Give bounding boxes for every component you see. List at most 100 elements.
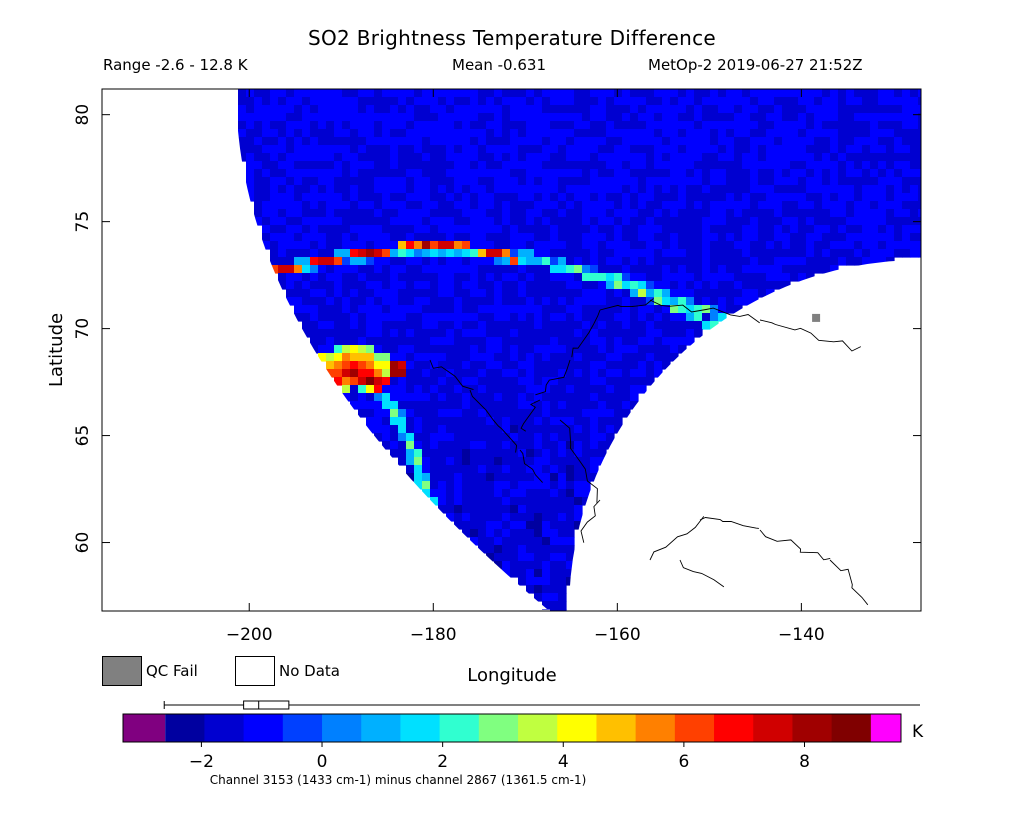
heatmap-cell bbox=[758, 289, 767, 298]
heatmap-cell bbox=[894, 241, 903, 250]
heatmap-cell bbox=[614, 361, 623, 370]
heatmap-cell bbox=[710, 273, 719, 282]
heatmap-cell bbox=[614, 313, 623, 322]
heatmap-cell bbox=[374, 177, 383, 186]
heatmap-cell bbox=[542, 361, 551, 370]
heatmap-cell bbox=[870, 89, 879, 98]
heatmap-cell bbox=[262, 233, 271, 242]
heatmap-cell bbox=[326, 329, 335, 338]
heatmap-cell bbox=[486, 105, 495, 114]
heatmap-cell bbox=[526, 297, 535, 306]
heatmap-cell bbox=[502, 553, 511, 562]
heatmap-cell bbox=[662, 281, 671, 290]
heatmap-cell bbox=[742, 209, 751, 218]
heatmap-cell bbox=[502, 417, 511, 426]
heatmap-cell bbox=[470, 313, 479, 322]
heatmap-cell bbox=[814, 225, 823, 234]
heatmap-cell bbox=[678, 337, 687, 346]
heatmap-cell bbox=[606, 225, 615, 234]
heatmap-cell bbox=[342, 297, 351, 306]
heatmap-cell bbox=[686, 241, 695, 250]
heatmap-cell bbox=[446, 393, 455, 402]
heatmap-cell bbox=[510, 257, 519, 266]
heatmap-cell bbox=[438, 345, 447, 354]
heatmap-cell bbox=[278, 193, 287, 202]
heatmap-cell bbox=[318, 185, 327, 194]
heatmap-cell bbox=[502, 169, 511, 178]
heatmap-cell bbox=[582, 457, 591, 466]
heatmap-cell bbox=[430, 217, 439, 226]
heatmap-cell bbox=[566, 497, 575, 506]
heatmap-cell bbox=[534, 169, 543, 178]
heatmap-cell bbox=[502, 321, 511, 330]
heatmap-cell bbox=[806, 257, 815, 266]
heatmap-cell bbox=[590, 257, 599, 266]
heatmap-cell bbox=[454, 489, 463, 498]
heatmap-cell bbox=[310, 345, 319, 354]
heatmap-cell bbox=[654, 281, 663, 290]
heatmap-cell bbox=[582, 273, 591, 282]
heatmap-cell bbox=[574, 337, 583, 346]
heatmap-cell bbox=[678, 321, 687, 330]
heatmap-cell bbox=[390, 417, 399, 426]
heatmap-cell bbox=[750, 121, 759, 130]
heatmap-cell bbox=[798, 273, 807, 282]
heatmap-cell bbox=[518, 409, 527, 418]
heatmap-cell bbox=[566, 513, 575, 522]
heatmap-cell bbox=[262, 153, 271, 162]
heatmap-cell bbox=[574, 513, 583, 522]
heatmap-cell bbox=[390, 289, 399, 298]
heatmap-cell bbox=[638, 105, 647, 114]
heatmap-cell bbox=[630, 297, 639, 306]
heatmap-cell bbox=[494, 89, 503, 98]
heatmap-cell bbox=[678, 209, 687, 218]
heatmap-cell bbox=[606, 169, 615, 178]
heatmap-cell bbox=[358, 409, 367, 418]
heatmap-cell bbox=[326, 225, 335, 234]
heatmap-cell bbox=[710, 313, 719, 322]
heatmap-cell bbox=[790, 193, 799, 202]
heatmap-cell bbox=[566, 161, 575, 170]
heatmap-cell bbox=[574, 425, 583, 434]
heatmap-cell bbox=[878, 121, 887, 130]
heatmap-cell bbox=[870, 249, 879, 258]
heatmap-cell bbox=[542, 185, 551, 194]
heatmap-cell bbox=[542, 585, 551, 594]
heatmap-cell bbox=[718, 89, 727, 98]
heatmap-cell bbox=[654, 129, 663, 138]
heatmap-cell bbox=[550, 449, 559, 458]
heatmap-cell bbox=[542, 265, 551, 274]
heatmap-cell bbox=[470, 489, 479, 498]
heatmap-cell bbox=[270, 185, 279, 194]
heatmap-cell bbox=[542, 273, 551, 282]
heatmap-cell bbox=[694, 185, 703, 194]
heatmap-cell bbox=[550, 305, 559, 314]
heatmap-cell bbox=[374, 401, 383, 410]
heatmap-cell bbox=[326, 281, 335, 290]
heatmap-cell bbox=[782, 129, 791, 138]
heatmap-cell bbox=[342, 129, 351, 138]
heatmap-cell bbox=[438, 481, 447, 490]
heatmap-cell bbox=[446, 249, 455, 258]
heatmap-cell bbox=[302, 265, 311, 274]
heatmap-cell bbox=[702, 321, 711, 330]
heatmap-cell bbox=[470, 393, 479, 402]
heatmap-cell bbox=[470, 457, 479, 466]
heatmap-cell bbox=[750, 105, 759, 114]
heatmap-cell bbox=[718, 257, 727, 266]
heatmap-cell bbox=[590, 137, 599, 146]
heatmap-cell bbox=[470, 481, 479, 490]
heatmap-cell bbox=[734, 145, 743, 154]
heatmap-cell bbox=[374, 353, 383, 362]
colorbar-tick-label: 0 bbox=[317, 752, 328, 772]
heatmap-cell bbox=[366, 409, 375, 418]
heatmap-cell bbox=[262, 121, 271, 130]
heatmap-cell bbox=[454, 521, 463, 530]
heatmap-cell bbox=[302, 89, 311, 98]
heatmap-cell bbox=[894, 161, 903, 170]
heatmap-cell bbox=[534, 433, 543, 442]
heatmap-cell bbox=[326, 129, 335, 138]
heatmap-cell bbox=[806, 137, 815, 146]
heatmap-cell bbox=[646, 369, 655, 378]
heatmap-cell bbox=[822, 177, 831, 186]
